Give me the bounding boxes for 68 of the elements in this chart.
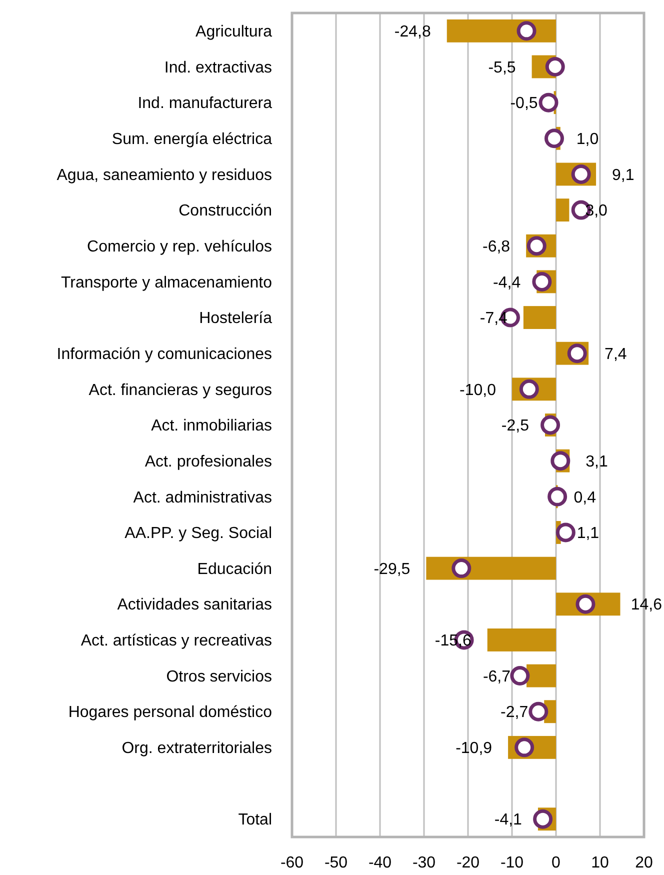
y-tick-label: Act. financieras y seguros <box>88 382 272 399</box>
x-tick-label: 0 <box>552 854 561 872</box>
point <box>538 92 558 112</box>
point <box>540 415 560 435</box>
y-tick-label: AA.PP. y Seg. Social <box>124 525 272 542</box>
point <box>528 702 548 722</box>
point <box>550 451 570 471</box>
bar <box>487 628 556 652</box>
data-label: -4,1 <box>494 812 522 829</box>
x-tick-label: 10 <box>591 854 609 872</box>
y-tick-label: Org. extraterritoriales <box>122 740 272 758</box>
data-label: -2,7 <box>500 704 528 722</box>
y-tick-label: Construcción <box>178 202 272 220</box>
y-tick-label: Ind. manufacturera <box>138 95 272 112</box>
x-tick-label: -50 <box>324 854 348 872</box>
point <box>510 666 530 686</box>
y-tick-label: Act. administrativas <box>133 489 272 506</box>
y-tick-label: Act. inmobiliarias <box>151 418 272 435</box>
data-label: -5,5 <box>488 59 516 76</box>
y-tick-label: Total <box>238 812 272 829</box>
bar <box>556 198 570 222</box>
data-label: -6,8 <box>482 238 510 256</box>
data-label: -10,0 <box>460 382 496 399</box>
point <box>545 56 565 76</box>
y-tick-label: Información y comunicaciones <box>56 346 272 363</box>
data-label: 14,6 <box>630 596 662 614</box>
point <box>556 522 576 542</box>
y-tick-label: Act. profesionales <box>144 453 272 470</box>
y-tick-label: Hostelería <box>199 310 272 328</box>
y-tick-label: Agricultura <box>196 24 272 41</box>
y-tick-label: Act. artísticas y recreativas <box>80 632 272 650</box>
x-tick-label: -60 <box>280 854 304 872</box>
data-label: -10,9 <box>456 740 492 758</box>
data-label: 9,1 <box>612 166 634 184</box>
y-tick-label: Sum. energía eléctrica <box>112 130 272 148</box>
point <box>544 128 564 148</box>
point <box>516 21 536 41</box>
data-label: -29,5 <box>374 560 410 578</box>
point <box>548 486 568 506</box>
point <box>533 809 553 829</box>
y-tick-label: Ind. extractivas <box>164 59 272 76</box>
point <box>532 272 552 292</box>
y-tick-label: Comercio y rep. vehículos <box>87 238 272 256</box>
x-tick-label: -20 <box>456 854 480 872</box>
data-label: -2,5 <box>501 418 530 435</box>
y-tick-label: Otros servicios <box>166 668 272 686</box>
data-label: 1,1 <box>576 525 600 542</box>
y-tick-label: Agua, saneamiento y residuos <box>56 166 272 184</box>
data-label: 1,0 <box>576 130 599 148</box>
data-label: 0,4 <box>574 489 596 506</box>
y-tick-label: Educación <box>197 560 272 578</box>
y-tick-label: Hogares personal doméstico <box>68 704 272 722</box>
x-tick-label: -30 <box>412 854 436 872</box>
data-label: -0,5 <box>510 95 538 112</box>
data-label: -6,7 <box>482 668 511 686</box>
x-tick-label: -10 <box>500 854 524 872</box>
bar <box>523 306 556 329</box>
point <box>452 558 472 578</box>
data-label: 7,4 <box>604 346 627 363</box>
x-tick-label: -40 <box>368 854 392 872</box>
data-label: -24,8 <box>394 24 431 41</box>
data-label: 3,1 <box>586 453 608 470</box>
bar <box>426 556 556 580</box>
y-tick-label: Actividades sanitarias <box>117 596 272 614</box>
data-label: -4,4 <box>493 274 521 292</box>
y-tick-label: Transporte y almacenamiento <box>60 274 272 292</box>
x-tick-label: 20 <box>635 854 653 872</box>
bar <box>526 664 556 688</box>
